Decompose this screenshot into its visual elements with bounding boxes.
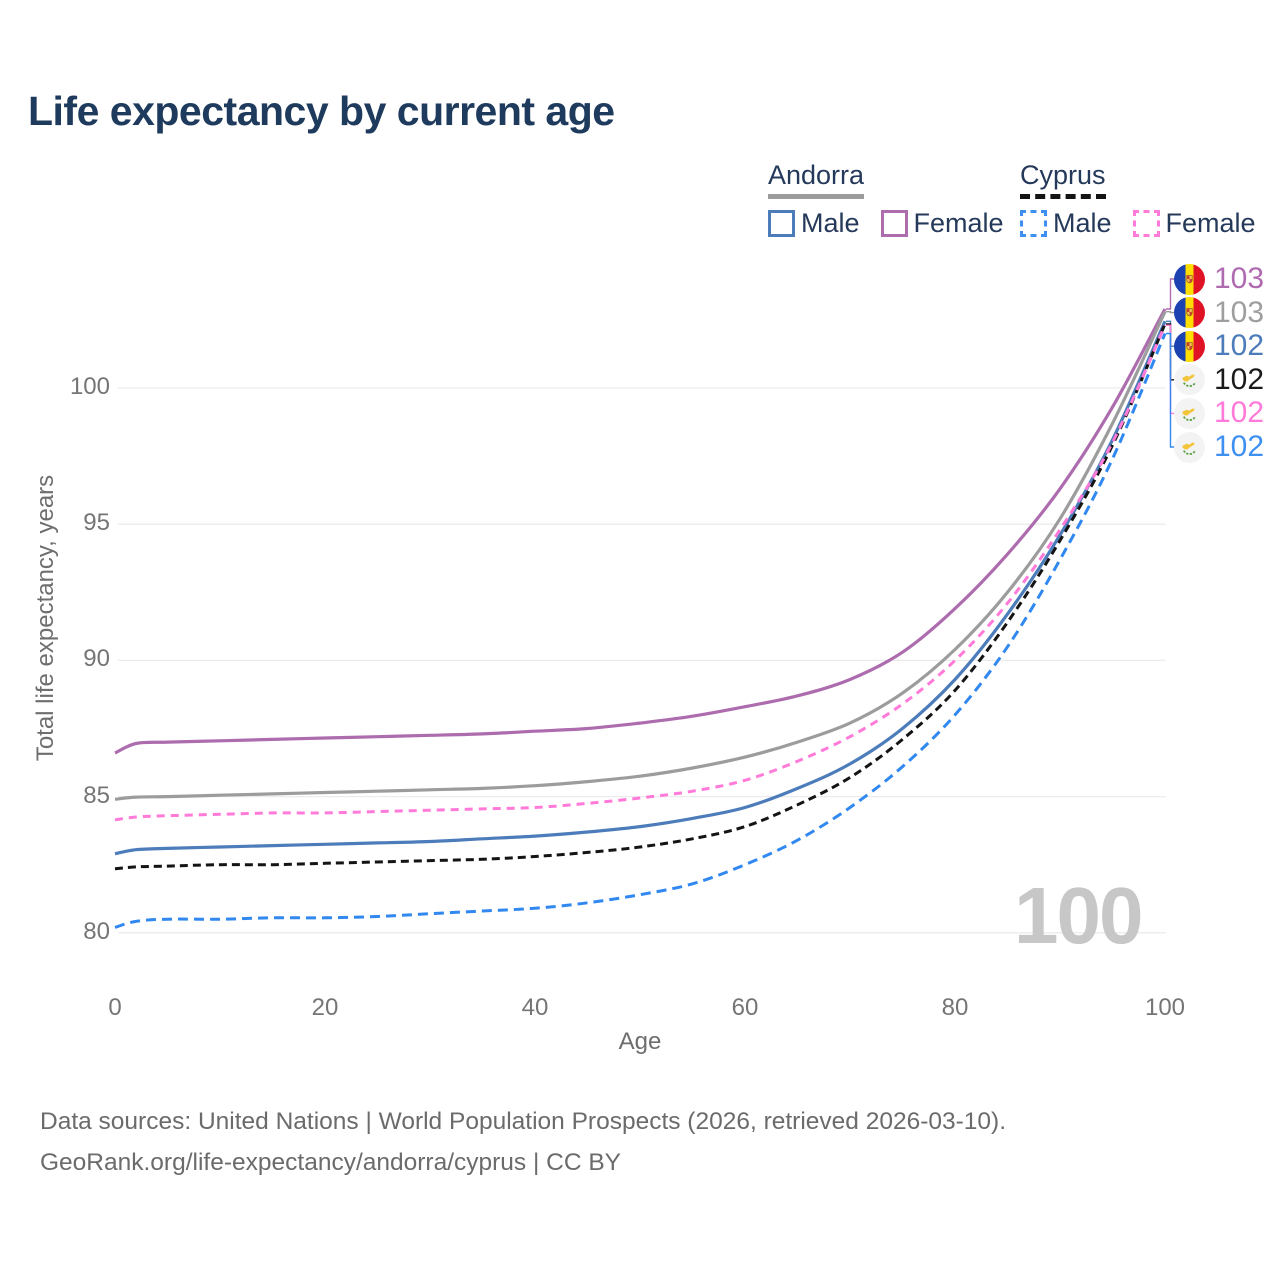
legend-header-andorra: Andorra bbox=[768, 160, 865, 199]
series-line-andorra-both-sexes- bbox=[114, 311, 1167, 801]
x-tick-0: 0 bbox=[108, 994, 122, 1021]
y-tick-100: 100 bbox=[69, 373, 110, 400]
cyprus-flag-icon bbox=[1174, 364, 1205, 396]
x-axis-title: Age bbox=[618, 1028, 662, 1055]
end-label-row: 103 bbox=[1174, 295, 1265, 329]
page-title: Life expectancy by current age bbox=[28, 88, 615, 134]
end-label-row: 103 bbox=[1174, 262, 1265, 295]
end-label-row: 102 bbox=[1174, 362, 1265, 396]
end-label-value: 102 bbox=[1214, 396, 1265, 430]
end-label-value: 103 bbox=[1214, 295, 1265, 329]
y-axis-title: Total life expectancy, years bbox=[32, 474, 59, 762]
end-label-value: 102 bbox=[1214, 362, 1265, 396]
legend-item-andorra-female: Female bbox=[880, 208, 1004, 239]
end-label-row: 102 bbox=[1174, 329, 1265, 363]
legend-group-andorra: Andorra Male Female bbox=[768, 160, 1025, 239]
y-tick-80: 80 bbox=[83, 918, 110, 945]
end-label-row: 102 bbox=[1174, 396, 1265, 430]
cyprus-flag-icon bbox=[1174, 397, 1205, 429]
legend-header-cyprus: Cyprus bbox=[1020, 160, 1106, 199]
footer-attribution: GeoRank.org/life-expectancy/andorra/cypr… bbox=[40, 1149, 622, 1176]
legend-item-andorra-male: Male bbox=[768, 208, 860, 239]
cyprus-female-swatch-icon bbox=[1132, 210, 1160, 237]
legend-group-cyprus: Cyprus Male Female bbox=[1020, 160, 1277, 239]
x-tick-20: 20 bbox=[311, 994, 339, 1021]
footer-data-sources: Data sources: United Nations | World Pop… bbox=[40, 1108, 1007, 1135]
legend-item-label: Male bbox=[1053, 208, 1112, 238]
legend-item-label: Female bbox=[913, 208, 1004, 238]
andorra-flag-icon bbox=[1174, 263, 1205, 295]
x-tick-60: 60 bbox=[731, 994, 759, 1021]
series-line-cyprus-male bbox=[114, 332, 1167, 929]
series-line-andorra-female bbox=[114, 308, 1167, 755]
x-tick-40: 40 bbox=[521, 994, 549, 1021]
y-tick-95: 95 bbox=[83, 509, 110, 536]
end-label-value: 102 bbox=[1214, 430, 1265, 463]
legend-item-cyprus-female: Female bbox=[1132, 208, 1256, 239]
series-line-cyprus-female bbox=[114, 324, 1167, 822]
end-label-value: 102 bbox=[1214, 329, 1265, 363]
legend-item-label: Female bbox=[1165, 208, 1256, 238]
end-label-value: 103 bbox=[1214, 262, 1265, 295]
cyprus-male-swatch-icon bbox=[1020, 210, 1047, 237]
series-line-andorra-male bbox=[114, 320, 1167, 856]
cyprus-flag-icon bbox=[1174, 431, 1205, 463]
series-line-cyprus-both-sexes- bbox=[114, 323, 1167, 871]
x-tick-100: 100 bbox=[1144, 994, 1186, 1021]
legend-item-label: Male bbox=[801, 208, 860, 238]
andorra-male-swatch-icon bbox=[768, 210, 795, 237]
andorra-female-swatch-icon bbox=[880, 210, 908, 237]
x-tick-80: 80 bbox=[941, 994, 969, 1021]
y-tick-90: 90 bbox=[83, 645, 110, 672]
y-tick-85: 85 bbox=[83, 782, 110, 809]
andorra-flag-icon bbox=[1174, 297, 1205, 329]
end-label-row: 102 bbox=[1174, 430, 1265, 463]
andorra-flag-icon bbox=[1174, 330, 1205, 362]
legend-item-cyprus-male: Male bbox=[1020, 208, 1112, 239]
watermark-age-label: 100 bbox=[1014, 871, 1143, 960]
